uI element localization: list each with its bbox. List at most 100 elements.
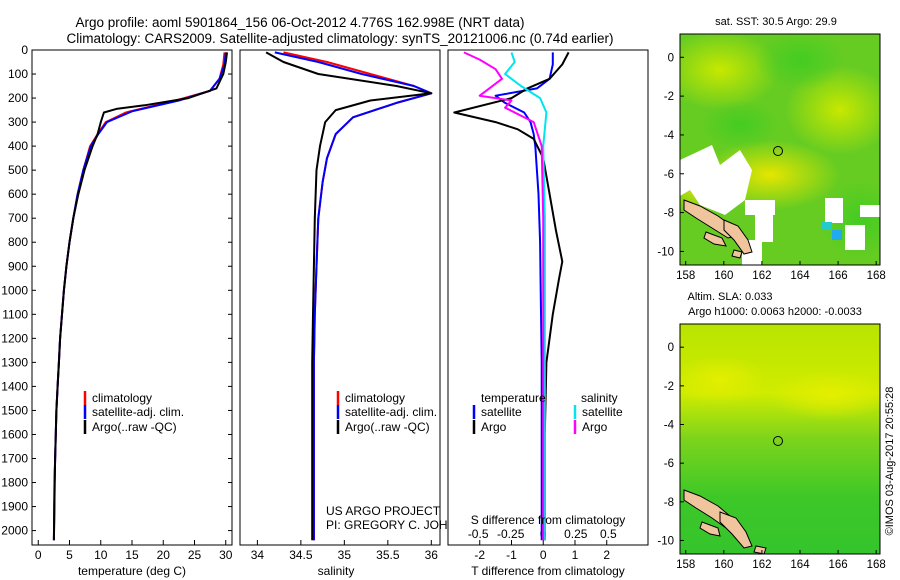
temperature-x-axis: 0 5 10 15 20 25 30: [35, 540, 233, 562]
x-tick-label: -2: [474, 548, 485, 562]
title-line-1: Argo profile: aoml 5901864_156 06-Oct-20…: [75, 15, 524, 30]
sla-map-title: Altim. SLA: 0.033: [688, 291, 773, 303]
sst-map: sat. SST: 30.5 Argo: 29.9: [657, 16, 885, 282]
s-tick-label: 0.25: [564, 527, 588, 541]
depth-tick-label: 1400: [1, 379, 28, 393]
legend-label-argo: Argo(..raw -QC): [345, 420, 430, 434]
argo-location-marker: [773, 436, 783, 446]
depth-tick-label: 200: [8, 91, 28, 105]
x-tick-label: -1: [506, 548, 517, 562]
sst-field: [680, 34, 880, 265]
lat-tick-label: -4: [664, 420, 675, 432]
lat-tick-label: -8: [664, 208, 674, 220]
x-tick-label: 0: [540, 548, 547, 562]
legend-title-salinity: salinity: [581, 391, 618, 405]
x-tick-label: 34: [251, 548, 265, 562]
sla-map-subtitle: Argo h1000: 0.0063 h2000: -0.0033: [688, 306, 862, 318]
salinity-panel: 34 34.5 35 35.5 36 salinity climatology sate…: [239, 49, 482, 578]
legend-label-climatology: climatology: [92, 391, 152, 405]
x-tick-label: 36: [425, 548, 439, 562]
series-line-salinity-argo: [463, 51, 545, 541]
depth-tick-label: 1800: [1, 476, 28, 490]
temperature-legend: climatology satellite-adj. clim. Argo(..…: [83, 391, 184, 434]
t-diff-xlabel: T difference from climatology: [471, 564, 625, 578]
copyright-footer: ©IMOS 03-Aug-2017 20:55:28: [884, 387, 896, 536]
salinity-lines: [265, 51, 433, 541]
salinity-axes-frame: [239, 49, 441, 546]
depth-tick-label: 1100: [2, 307, 28, 321]
s-diff-xlabel: S difference from climatology: [471, 513, 626, 527]
temperature-lines: [52, 52, 228, 541]
lon-tick-label: 158: [676, 270, 695, 282]
sst-map-axes: 158 160 162 164 166 168 0 -2 -4 -6 -8 -10: [657, 52, 885, 282]
project-label: US ARGO PROJECT: [326, 504, 441, 518]
lat-tick-label: -4: [664, 130, 675, 142]
x-tick-label: 10: [94, 548, 108, 562]
x-tick-label: 35: [338, 548, 352, 562]
temperature-xlabel: temperature (deg C): [78, 564, 186, 578]
s-tick-label: -0.25: [497, 527, 525, 541]
series-line-satellite: [274, 51, 433, 541]
legend-label-satellite: satellite-adj. clim.: [345, 405, 437, 419]
depth-tick-label: 1200: [1, 331, 28, 345]
legend-title-temperature: temperature: [481, 391, 546, 405]
depth-tick-label: 2000: [1, 524, 28, 538]
lat-tick-label: -6: [664, 169, 674, 181]
lon-tick-label: 168: [867, 270, 886, 282]
depth-tick-label: 300: [8, 115, 28, 129]
lon-tick-label: 164: [790, 559, 810, 571]
lon-tick-label: 160: [714, 270, 733, 282]
lon-tick-label: 168: [867, 559, 886, 571]
x-tick-label: 15: [125, 548, 139, 562]
difference-legend: temperature salinity satellite Argo sate…: [472, 391, 623, 434]
lon-tick-label: 160: [714, 559, 733, 571]
depth-tick-label: 1000: [1, 283, 28, 297]
lat-tick-label: -2: [664, 381, 674, 393]
series-line-salinity-satellite: [504, 52, 548, 541]
legend-label-t-argo: Argo: [481, 420, 507, 434]
lat-tick-label: -6: [664, 458, 674, 470]
legend-label-s-argo: Argo: [582, 420, 608, 434]
temperature-axes-frame: [31, 49, 233, 546]
salinity-xlabel: salinity: [318, 564, 355, 578]
lat-tick-label: -10: [657, 535, 674, 547]
lon-tick-label: 166: [829, 270, 848, 282]
lat-tick-label: -10: [657, 246, 674, 258]
lon-tick-label: 158: [676, 559, 695, 571]
lat-tick-label: -8: [664, 497, 674, 509]
difference-axes-frame: [447, 49, 649, 546]
legend-label-argo: Argo(..raw -QC): [92, 420, 177, 434]
x-tick-label: 2: [603, 548, 610, 562]
x-tick-label: 1: [572, 548, 579, 562]
salinity-x-axis: 34 34.5 35 35.5 36: [251, 540, 439, 562]
depth-tick-label: 700: [8, 211, 28, 225]
series-line-temperature-argo: [453, 51, 570, 541]
depth-tick-label: 800: [8, 235, 28, 249]
depth-tick-label: 0: [21, 43, 28, 57]
legend-label-s-satellite: satellite: [582, 405, 623, 419]
title-line-2: Climatology: CARS2009. Satellite-adjuste…: [66, 31, 613, 46]
x-tick-label: 20: [157, 548, 171, 562]
lon-tick-label: 162: [752, 559, 771, 571]
depth-tick-label: 1900: [1, 500, 28, 514]
lat-tick-label: 0: [668, 52, 674, 64]
lat-tick-label: -2: [664, 91, 674, 103]
x-tick-label: 5: [66, 548, 73, 562]
x-tick-label: 34.5: [289, 548, 313, 562]
series-line-argo: [52, 52, 228, 541]
sla-map-axes: 158 160 162 164 166 168 0 -2 -4 -6 -8 -10: [657, 342, 885, 571]
depth-tick-label: 1600: [1, 427, 28, 441]
lon-tick-label: 164: [790, 270, 810, 282]
depth-tick-label: 100: [8, 67, 28, 81]
depth-tick-label: 500: [8, 163, 28, 177]
difference-panel: -2 -1 0 1 2-0.5 -0.25 0 0.25 0.5 T difference fr…: [447, 49, 649, 578]
legend-label-satellite: satellite-adj. clim.: [92, 405, 184, 419]
depth-tick-label: 1300: [1, 355, 28, 369]
s-tick-label: -0.5: [468, 527, 489, 541]
lon-tick-label: 166: [829, 559, 848, 571]
pi-label: PI: GREGORY C. JOHNSON: [326, 518, 482, 532]
sla-field: [680, 324, 880, 554]
series-line-temperature-satellite: [494, 52, 554, 541]
argo-location-marker: [773, 146, 783, 156]
x-tick-label: 25: [188, 548, 202, 562]
